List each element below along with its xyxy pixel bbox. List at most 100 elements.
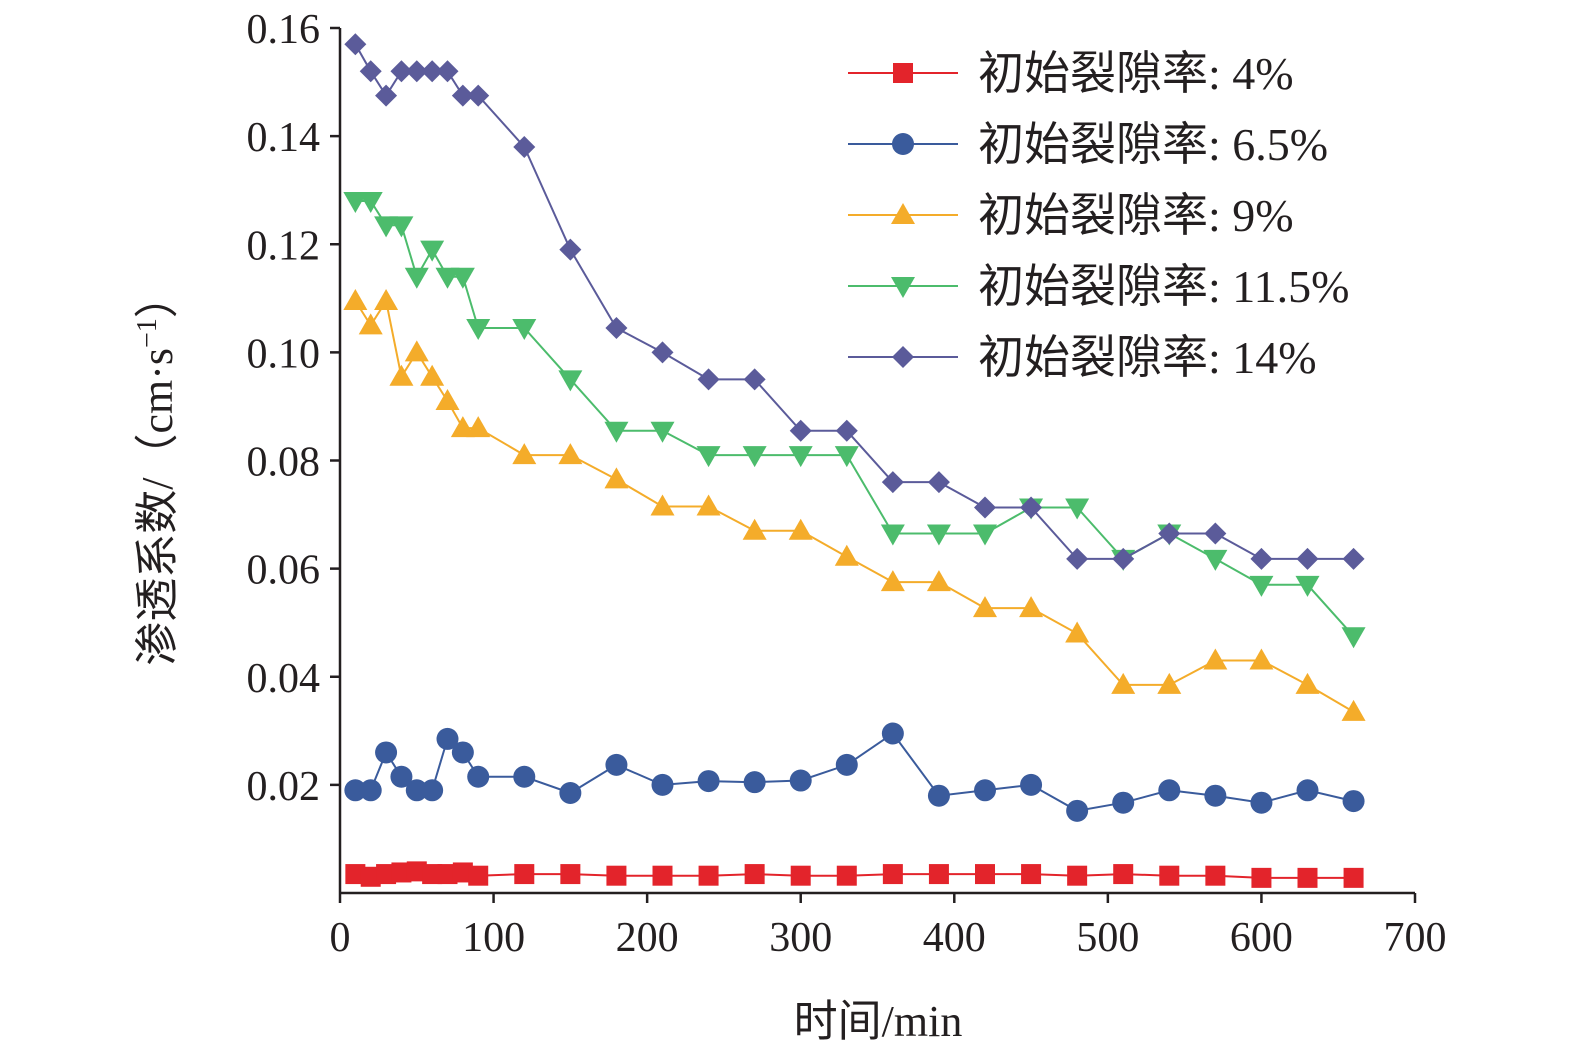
legend-label: 初始裂隙率: 6.5%	[978, 119, 1328, 170]
data-point	[927, 784, 950, 807]
data-point	[974, 779, 996, 802]
legend-item: 初始裂隙率: 9%	[848, 190, 1294, 241]
series-layer	[343, 33, 1366, 888]
data-point	[834, 446, 859, 468]
data-point	[420, 364, 445, 386]
data-point	[698, 865, 719, 886]
y-tick-label: 0.12	[247, 223, 321, 269]
data-point	[467, 84, 490, 107]
data-point	[1249, 575, 1274, 597]
data-point	[606, 865, 627, 886]
data-point	[1250, 791, 1273, 814]
data-point	[391, 862, 412, 883]
data-point	[1295, 672, 1320, 694]
data-point	[652, 865, 673, 886]
legend-item: 初始裂隙率: 6.5%	[848, 119, 1328, 170]
data-point	[390, 765, 413, 788]
data-point	[975, 864, 995, 885]
data-point	[376, 864, 397, 885]
data-point	[1203, 648, 1228, 670]
data-point	[1065, 621, 1090, 643]
legend-marker	[893, 63, 913, 83]
y-axis-title: 渗透系数/（cm·s−1）	[132, 274, 182, 666]
x-tick-label: 0	[330, 915, 351, 961]
data-point	[404, 267, 429, 289]
data-point	[344, 779, 367, 802]
data-point	[343, 192, 368, 213]
series-group	[345, 861, 1364, 888]
data-point	[421, 779, 444, 802]
data-point	[973, 596, 997, 618]
data-point	[375, 84, 398, 107]
legend-marker	[892, 346, 914, 368]
data-point	[880, 570, 905, 592]
data-point	[359, 779, 382, 802]
legend-marker	[892, 133, 914, 155]
data-point	[790, 865, 811, 886]
data-point	[696, 494, 721, 516]
data-point	[1342, 790, 1365, 813]
data-point	[789, 769, 812, 792]
data-point	[974, 496, 996, 519]
data-point	[1295, 575, 1320, 597]
data-point	[1021, 864, 1042, 885]
data-point	[1113, 864, 1134, 885]
data-point	[468, 865, 489, 886]
data-point	[345, 864, 366, 885]
data-point	[926, 570, 951, 592]
data-point	[1341, 699, 1366, 721]
data-point	[558, 370, 583, 392]
data-point	[512, 319, 537, 341]
x-tick-label: 200	[616, 915, 679, 961]
x-tick-label: 500	[1076, 915, 1139, 961]
data-point	[926, 524, 951, 546]
data-point	[512, 443, 537, 465]
y-axis-title-sup: −1	[132, 318, 163, 348]
data-point	[435, 389, 460, 411]
data-point	[451, 84, 474, 107]
data-point	[604, 467, 629, 489]
data-point	[1112, 791, 1135, 814]
data-point	[743, 368, 766, 391]
data-point	[405, 779, 428, 802]
data-point	[651, 341, 674, 364]
data-point	[1159, 865, 1180, 886]
data-point	[1204, 784, 1227, 807]
data-point	[973, 524, 997, 546]
y-tick-label: 0.10	[247, 331, 321, 377]
legend-label: 初始裂隙率: 4%	[978, 48, 1294, 99]
legend-marker	[891, 203, 915, 224]
data-point	[697, 368, 720, 391]
y-tick-label: 0.06	[247, 548, 321, 594]
data-point	[359, 60, 382, 83]
data-point	[360, 866, 381, 887]
data-point	[421, 60, 444, 83]
data-point	[1111, 672, 1136, 694]
data-point	[1296, 547, 1319, 570]
data-point	[835, 753, 858, 776]
data-point	[835, 419, 858, 442]
data-point	[437, 864, 458, 885]
data-point	[605, 753, 628, 776]
data-point	[390, 60, 413, 83]
data-point	[467, 765, 490, 788]
data-point	[1158, 779, 1181, 802]
data-point	[1205, 865, 1226, 886]
data-point	[466, 416, 491, 438]
data-point	[789, 419, 812, 442]
data-point	[560, 864, 581, 885]
data-point	[834, 544, 859, 566]
data-point	[559, 781, 582, 804]
y-axis-title-close: ）	[133, 274, 182, 318]
data-point	[1065, 498, 1090, 520]
y-tick-label: 0.04	[247, 656, 321, 702]
data-point	[451, 741, 474, 764]
legend-item: 初始裂隙率: 11.5%	[848, 261, 1349, 312]
data-point	[697, 770, 720, 793]
data-point	[405, 60, 428, 83]
data-point	[1019, 596, 1044, 618]
data-point	[880, 524, 905, 546]
data-point	[406, 861, 427, 882]
data-point	[1112, 547, 1135, 570]
